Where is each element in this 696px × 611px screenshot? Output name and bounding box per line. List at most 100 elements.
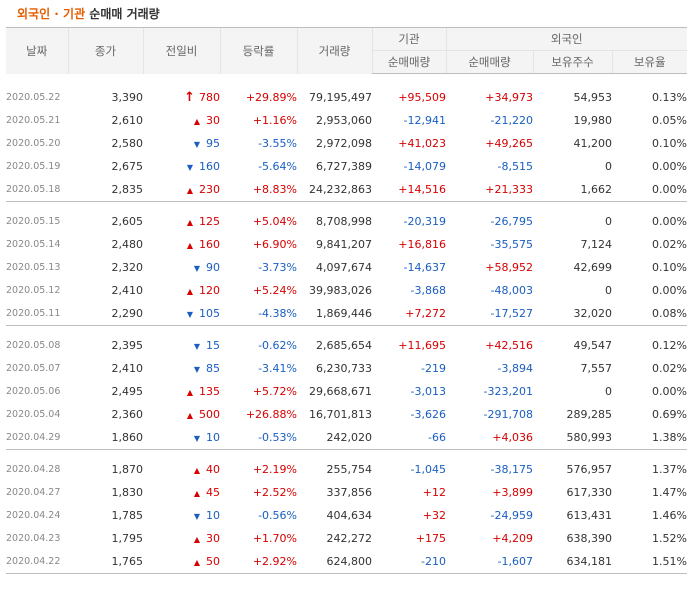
foreign-hold-cell: 289,285 [566, 408, 613, 421]
change-cell: ▼ 85 [143, 357, 220, 380]
date-cell: 2020.05.18 [6, 184, 61, 195]
foreign-net-cell: -24,959 [490, 509, 533, 522]
table-row: 2020.05.13 2,320 ▼ 90 -3.73% 4,097,674 -14,637… [6, 256, 687, 279]
separator-cell [6, 325, 687, 334]
change-value: 95 [206, 137, 220, 150]
foreign-net-cell: +58,952 [485, 261, 533, 274]
date-cell: 2020.04.28 [6, 464, 61, 475]
title-investor-label: 외국인 · 기관 [17, 7, 86, 21]
foreign-ratio-cell: 0.69% [652, 408, 687, 421]
rate-cell: +8.83% [252, 183, 297, 196]
table-body: 2020.05.22 3,390 ↑ 780 +29.89% 79,195,497 +95,… [6, 74, 687, 574]
foreign-net-cell: +4,209 [492, 532, 533, 545]
rate-cell: +5.24% [252, 284, 297, 297]
table-row: 2020.05.22 3,390 ↑ 780 +29.89% 79,195,497 +95,… [6, 86, 687, 109]
volume-cell: 6,230,733 [316, 362, 372, 375]
volume-cell: 29,668,671 [309, 385, 372, 398]
foreign-hold-cell: 42,699 [573, 261, 613, 274]
change-cell: ▲ 500 [143, 403, 220, 426]
foreign-net-cell: +49,265 [485, 137, 533, 150]
foreign-hold-cell: 41,200 [573, 137, 613, 150]
change-value: 10 [206, 431, 220, 444]
up-triangle-icon: ▲ [193, 558, 200, 567]
rate-cell: -5.64% [258, 160, 297, 173]
change-value: 120 [199, 284, 220, 297]
table-row: 2020.05.19 2,675 ▼ 160 -5.64% 6,727,389 -14,07… [6, 155, 687, 178]
group-separator [6, 325, 687, 334]
change-value: 40 [206, 463, 220, 476]
close-price-cell: 1,860 [111, 431, 144, 444]
institution-net-cell: -219 [421, 362, 446, 375]
foreign-hold-cell: 0 [605, 160, 612, 173]
group-separator [6, 201, 687, 210]
date-cell: 2020.04.24 [6, 510, 61, 521]
foreign-hold-cell: 0 [605, 385, 612, 398]
institution-net-cell: -210 [421, 555, 446, 568]
change-cell: ▲ 40 [143, 458, 220, 481]
title-net-volume-label: 순매매 거래량 [85, 7, 160, 21]
institution-net-cell: -14,637 [403, 261, 446, 274]
foreign-hold-cell: 580,993 [566, 431, 613, 444]
rate-cell: -4.38% [258, 307, 297, 320]
change-cell: ▲ 135 [143, 380, 220, 403]
date-cell: 2020.05.15 [6, 216, 61, 227]
institution-net-cell: +95,509 [398, 91, 446, 104]
change-value: 10 [206, 509, 220, 522]
foreign-ratio-cell: 0.10% [652, 261, 687, 274]
rate-cell: +2.92% [252, 555, 297, 568]
change-cell: ▲ 30 [143, 109, 220, 132]
change-cell: ↑ 780 [143, 86, 220, 109]
volume-cell: 242,272 [326, 532, 373, 545]
institution-net-cell: +32 [422, 509, 446, 522]
down-triangle-icon: ▼ [193, 434, 200, 443]
change-value: 30 [206, 114, 220, 127]
foreign-hold-cell: 54,953 [573, 91, 613, 104]
header-rate: 등락률 [219, 27, 297, 74]
foreign-ratio-cell: 0.02% [652, 238, 687, 251]
institution-net-cell: +14,516 [398, 183, 446, 196]
close-price-cell: 2,320 [111, 261, 144, 274]
volume-cell: 624,800 [326, 555, 373, 568]
change-value: 230 [199, 183, 220, 196]
table-end-line [6, 573, 687, 574]
header-foreign-ratio: 보유율 [611, 50, 687, 74]
foreign-hold-cell: 638,390 [566, 532, 613, 545]
up-triangle-icon: ▲ [186, 287, 193, 296]
header-change: 전일비 [142, 27, 220, 74]
foreign-net-cell: -35,575 [490, 238, 533, 251]
foreign-net-cell: +42,516 [485, 339, 533, 352]
foreign-net-cell: -26,795 [490, 215, 533, 228]
change-value: 500 [199, 408, 220, 421]
volume-cell: 8,708,998 [316, 215, 372, 228]
header-institution: 기관 [371, 27, 446, 51]
change-cell: ▲ 125 [143, 210, 220, 233]
foreign-ratio-cell: 1.51% [652, 555, 687, 568]
table-row: 2020.05.04 2,360 ▲ 500 +26.88% 16,701,813 -3,6… [6, 403, 687, 426]
foreign-hold-cell: 617,330 [566, 486, 613, 499]
close-price-cell: 2,410 [111, 284, 144, 297]
header-inst-net: 순매매량 [371, 50, 446, 74]
up-triangle-icon: ▲ [186, 186, 193, 195]
close-price-cell: 2,410 [111, 362, 144, 375]
volume-cell: 255,754 [326, 463, 373, 476]
close-price-cell: 2,605 [111, 215, 144, 228]
change-cell: ▼ 10 [143, 426, 220, 450]
institution-net-cell: +175 [415, 532, 446, 545]
foreign-ratio-cell: 1.37% [652, 463, 687, 476]
change-cell: ▼ 10 [143, 504, 220, 527]
rate-cell: -3.55% [258, 137, 297, 150]
foreign-net-cell: +3,899 [492, 486, 533, 499]
volume-cell: 79,195,497 [309, 91, 372, 104]
institution-net-cell: -66 [428, 431, 446, 444]
change-cell: ▲ 50 [143, 550, 220, 574]
foreign-ratio-cell: 0.00% [652, 160, 687, 173]
table-row: 2020.05.21 2,610 ▲ 30 +1.16% 2,953,060 -12,941… [6, 109, 687, 132]
close-price-cell: 2,360 [111, 408, 144, 421]
volume-cell: 9,841,207 [316, 238, 372, 251]
date-cell: 2020.05.22 [6, 92, 61, 103]
rate-cell: +29.89% [245, 91, 297, 104]
change-value: 780 [199, 91, 220, 104]
change-cell: ▲ 120 [143, 279, 220, 302]
change-cell: ▲ 45 [143, 481, 220, 504]
change-cell: ▼ 105 [143, 302, 220, 326]
